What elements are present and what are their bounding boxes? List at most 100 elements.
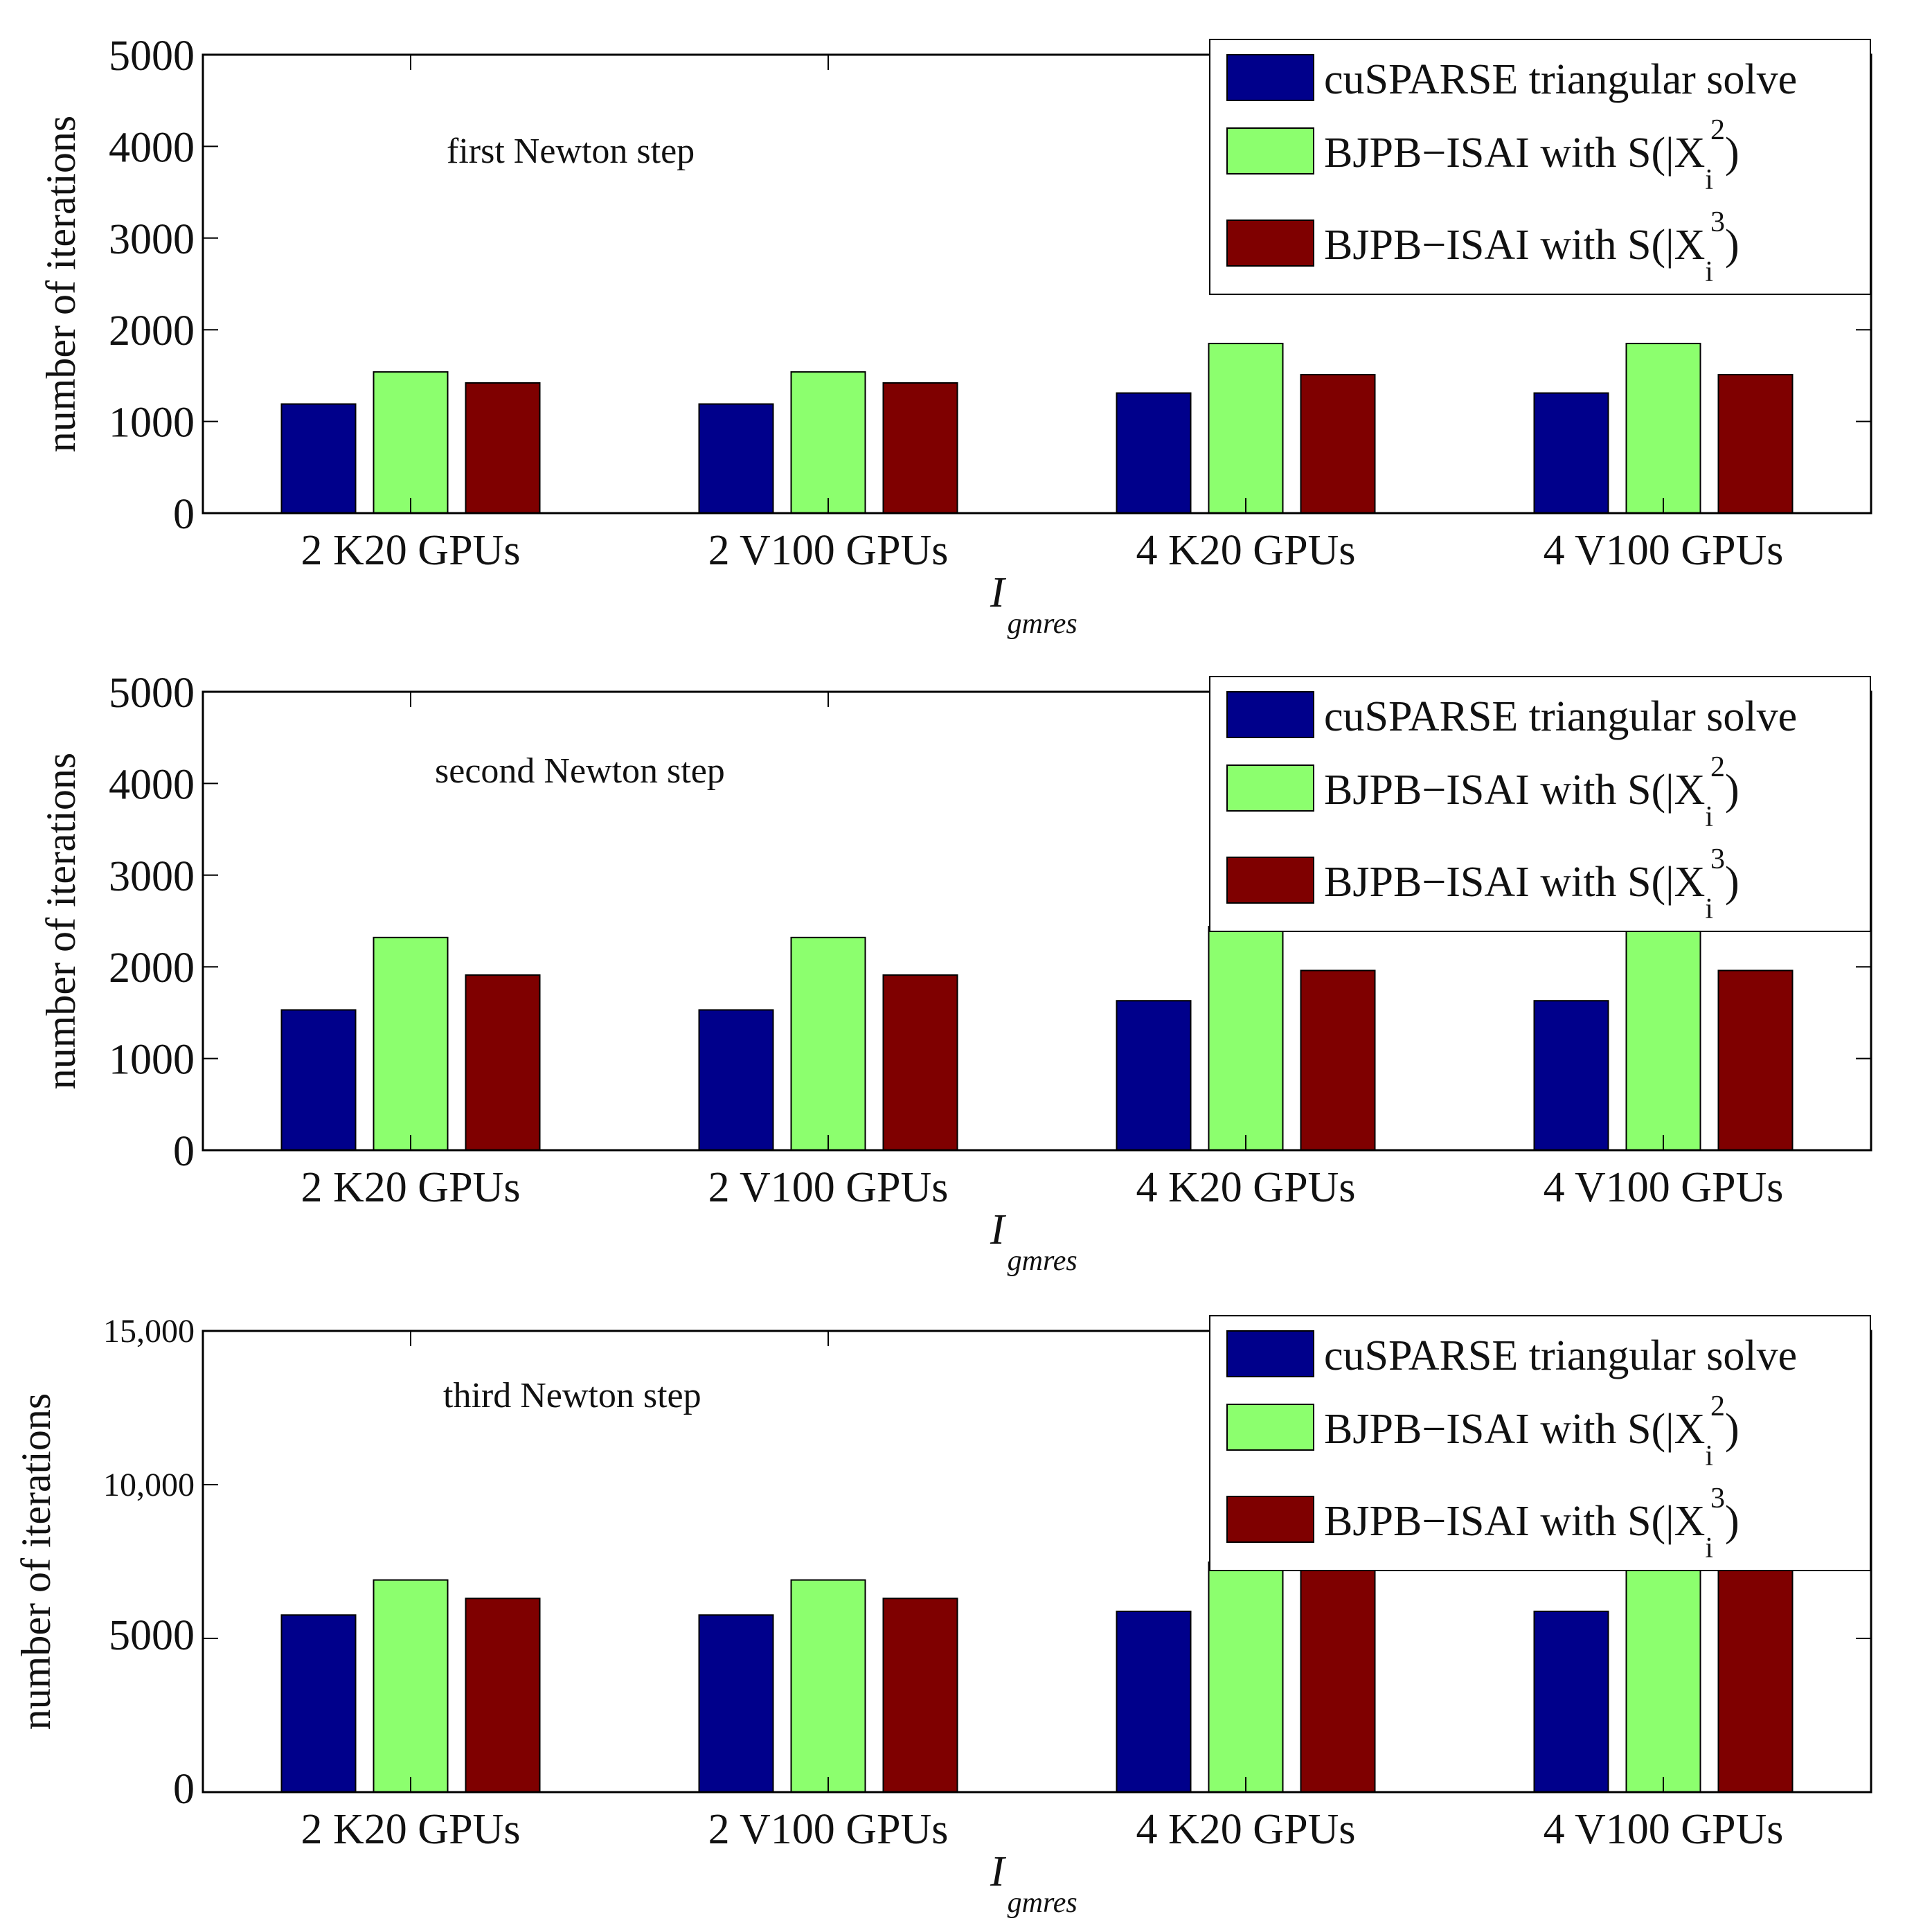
bar-1-3 [1116,392,1192,515]
legend: cuSPARSE triangular solve BJPB−ISAI with … [1209,676,1871,932]
legend-label-2: BJPB−ISAI with S(|Xi2) [1324,751,1739,833]
legend-swatch-2 [1226,764,1314,812]
legend-label-3: BJPB−ISAI with S(|Xi3) [1324,206,1739,288]
bar-2-1 [373,1579,449,1793]
legend: cuSPARSE triangular solve BJPB−ISAI with … [1209,1315,1871,1571]
bar-2-3 [1208,1561,1284,1793]
y-axis-label: number of iterations [13,1393,59,1730]
x-axis-label: Igmres [990,1848,1077,1919]
legend-label-3: BJPB−ISAI with S(|Xi3) [1324,843,1739,925]
y-axis-label: number of iterations [38,753,84,1090]
y-tick-label: 4000 [109,124,195,171]
legend-label-1: cuSPARSE triangular solve [1324,1332,1797,1379]
x-tick-label: 2 V100 GPUs [708,1806,949,1853]
legend-box [1209,676,1871,932]
y-tick-label: 15,000 [103,1313,195,1350]
bar-1-3 [1116,1610,1192,1793]
y-tick-label: 4000 [109,761,195,808]
bar-3-2 [882,974,958,1151]
y-tick-label: 0 [173,491,195,538]
bar-3-4 [1717,374,1794,514]
y-tick-label: 5000 [109,670,195,717]
legend-box [1209,39,1871,295]
chart-panel-1: 0 1000 2000 3000 4000 5000 2 K20 GPUs 2 V100 GP… [38,33,1872,640]
bar-1-2 [698,1614,774,1794]
bar-2-2 [790,936,866,1152]
legend-label-1: cuSPARSE triangular solve [1324,693,1797,740]
bar-3-3 [1300,1558,1376,1793]
legend-swatch-2 [1226,1404,1314,1451]
legend-swatch-3 [1226,220,1314,267]
legend-swatch-2 [1226,127,1314,175]
bar-1-1 [280,403,357,514]
x-tick-label: 4 V100 GPUs [1544,1806,1784,1853]
bar-2-1 [373,936,449,1152]
bar-3-3 [1300,374,1376,514]
legend-swatch-1 [1226,54,1314,101]
y-tick-label: 0 [173,1128,195,1175]
legend-swatch-1 [1226,691,1314,738]
legend-box [1209,1315,1871,1571]
bar-1-4 [1533,1610,1609,1793]
x-tick-label: 4 K20 GPUs [1136,527,1356,574]
bar-2-3 [1208,925,1284,1151]
bar-1-3 [1116,1000,1192,1151]
y-tick-label: 1000 [109,1037,195,1084]
bar-3-2 [882,382,958,514]
legend-label-3: BJPB−ISAI with S(|Xi3) [1324,1483,1739,1564]
panel-annotation: third Newton step [443,1376,701,1415]
legend-swatch-3 [1226,857,1314,904]
bar-2-2 [790,371,866,514]
bar-1-2 [698,403,774,514]
y-tick-label: 3000 [109,216,195,263]
y-tick-label: 2000 [109,945,195,992]
bar-3-1 [465,382,541,514]
bar-3-2 [882,1598,958,1794]
bar-1-4 [1533,1000,1609,1151]
bar-2-1 [373,371,449,514]
bar-2-4 [1625,925,1701,1151]
bar-3-4 [1717,969,1794,1151]
bar-3-1 [465,974,541,1151]
y-tick-label: 3000 [109,853,195,900]
x-tick-label: 4 V100 GPUs [1544,527,1784,574]
x-tick-label: 4 K20 GPUs [1136,1806,1356,1853]
bar-2-2 [790,1579,866,1793]
x-tick-label: 2 K20 GPUs [301,1806,521,1853]
x-axis-label: Igmres [990,1206,1077,1277]
legend: cuSPARSE triangular solve BJPB−ISAI with … [1209,39,1871,295]
bar-3-4 [1717,1558,1794,1793]
legend-label-1: cuSPARSE triangular solve [1324,56,1797,103]
x-tick-label: 2 V100 GPUs [708,1164,949,1211]
bar-1-1 [280,1614,357,1794]
chart-panel-2: 0 1000 2000 3000 4000 5000 2 K20 GPUs 2 V100 GP… [38,670,1872,1277]
bar-2-3 [1208,343,1284,514]
bar-3-3 [1300,969,1376,1151]
x-tick-label: 2 K20 GPUs [301,1164,521,1211]
x-tick-label: 2 V100 GPUs [708,527,949,574]
legend-swatch-3 [1226,1496,1314,1543]
legend-swatch-1 [1226,1330,1314,1377]
x-axis-label: Igmres [990,569,1077,640]
bar-2-4 [1625,343,1701,514]
bar-1-2 [698,1009,774,1151]
x-tick-label: 4 K20 GPUs [1136,1164,1356,1211]
chart-panel-3: 0 5000 10,000 15,000 2 K20 GPUs 2 V100 GPUs 4 … [13,1313,1872,1919]
y-tick-label: 2000 [109,307,195,355]
y-tick-label: 10,000 [103,1467,195,1503]
y-tick-label: 5000 [109,1612,195,1659]
bar-3-1 [465,1598,541,1794]
y-tick-label: 5000 [109,33,195,80]
legend-label-2: BJPB−ISAI with S(|Xi2) [1324,1390,1739,1472]
panel-annotation: first Newton step [447,132,695,171]
x-tick-label: 4 V100 GPUs [1544,1164,1784,1211]
bar-1-1 [280,1009,357,1151]
y-tick-label: 1000 [109,400,195,447]
y-axis-label: number of iterations [38,116,84,453]
legend-label-2: BJPB−ISAI with S(|Xi2) [1324,114,1739,196]
bar-2-4 [1625,1561,1701,1793]
y-tick-label: 0 [173,1766,195,1813]
panel-annotation: second Newton step [435,751,725,791]
bar-1-4 [1533,392,1609,515]
